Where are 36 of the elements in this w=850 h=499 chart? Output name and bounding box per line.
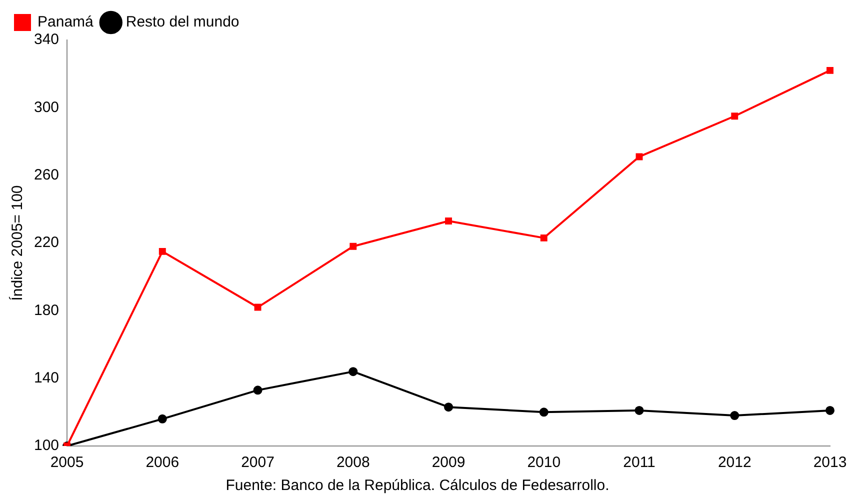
x-tick-label: 2013 [813, 454, 847, 472]
x-tick-label: 2005 [50, 454, 84, 472]
x-tick-label: 2006 [146, 454, 180, 472]
x-tick-label: 2012 [718, 454, 752, 472]
point [634, 406, 644, 415]
point [158, 414, 167, 424]
y-tick-label: 260 [34, 166, 60, 184]
point [158, 248, 166, 255]
legend-label: Panamá [38, 14, 94, 31]
y-tick-label: 300 [34, 98, 60, 116]
x-tick-label: 2011 [623, 454, 656, 472]
point [445, 218, 452, 224]
point [636, 153, 643, 160]
x-tick-label: 2008 [336, 454, 370, 472]
point [444, 402, 454, 412]
point [348, 367, 358, 376]
y-tick-label: 220 [34, 234, 60, 252]
point [730, 411, 740, 420]
legend-label: Resto del mundo [126, 14, 240, 31]
y-axis-title: Índice 2005= 100 [8, 185, 26, 301]
x-tick-label: 2010 [527, 454, 561, 472]
point [731, 112, 738, 120]
y-tick-label: 140 [34, 369, 60, 386]
point [253, 386, 262, 395]
point [826, 406, 834, 415]
y-tick-label: 180 [34, 302, 60, 319]
x-tick-label: 2009 [432, 454, 466, 472]
point [350, 242, 357, 250]
point [539, 408, 548, 417]
source-note: Fuente: Banco de la República. Cálculos de Fedesarrollo. [226, 477, 610, 494]
point [540, 234, 548, 242]
point [826, 66, 834, 74]
y-tick-label: 100 [34, 437, 60, 454]
point [254, 304, 262, 311]
x-tick-label: 2007 [241, 454, 274, 472]
y-tick-label: 340 [34, 31, 60, 48]
